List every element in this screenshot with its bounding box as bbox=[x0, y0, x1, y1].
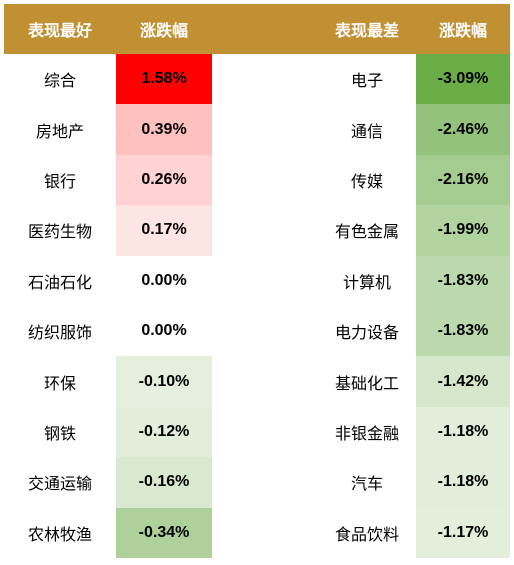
performance-table: 表现最好 涨跌幅 表现最差 涨跌幅 综合 1.58% 电子 -3.09% 房地产 0.39… bbox=[4, 4, 510, 558]
table-header: 表现最好 涨跌幅 表现最差 涨跌幅 bbox=[4, 4, 510, 54]
worst-performers-header: 表现最差 bbox=[334, 21, 399, 40]
worst-sector-name: 食品饮料 bbox=[334, 524, 399, 544]
worst-sector-name: 有色金属 bbox=[334, 222, 399, 242]
best-sector-change: 0.26% bbox=[116, 154, 212, 206]
worst-sector-name: 计算机 bbox=[342, 272, 391, 292]
header-spacer bbox=[212, 4, 318, 54]
worst-sector-name: 汽车 bbox=[350, 474, 383, 494]
best-sector-name: 纺织服饰 bbox=[27, 323, 92, 343]
row-spacer bbox=[212, 457, 318, 507]
table-row: 石油石化 0.00% 计算机 -1.83% bbox=[4, 255, 510, 306]
best-performers-header: 表现最好 bbox=[27, 21, 92, 40]
worst-sector-change: -2.16% bbox=[416, 154, 510, 206]
worst-sector-change: -1.17% bbox=[416, 507, 510, 558]
row-spacer bbox=[212, 256, 318, 306]
worst-sector-change: -1.83% bbox=[416, 255, 510, 306]
row-spacer bbox=[212, 205, 318, 255]
worst-sector-change: -1.83% bbox=[416, 305, 510, 357]
best-sector-name: 环保 bbox=[43, 373, 76, 393]
worst-sector-change: -1.18% bbox=[416, 457, 510, 508]
worst-sector-name: 电子 bbox=[350, 71, 383, 91]
row-spacer bbox=[212, 356, 318, 406]
row-spacer bbox=[212, 54, 318, 104]
best-sector-change: -0.10% bbox=[116, 356, 212, 407]
worst-sector-change: -2.46% bbox=[416, 104, 510, 155]
best-sector-name: 农林牧渔 bbox=[27, 524, 92, 544]
worst-sector-name: 通信 bbox=[350, 121, 383, 141]
table-row: 环保 -0.10% 基础化工 -1.42% bbox=[4, 356, 510, 407]
best-sector-name: 银行 bbox=[43, 171, 76, 191]
table-row: 纺织服饰 0.00% 电力设备 -1.83% bbox=[4, 305, 510, 357]
table-row: 交通运输 -0.16% 汽车 -1.18% bbox=[4, 457, 510, 508]
row-spacer bbox=[212, 104, 318, 154]
worst-change-header: 涨跌幅 bbox=[438, 21, 487, 40]
table-body: 综合 1.58% 电子 -3.09% 房地产 0.39% 通信 -2.46% 银行 0.26% 传媒… bbox=[4, 54, 510, 558]
best-sector-change: -0.16% bbox=[116, 457, 212, 508]
row-spacer bbox=[212, 306, 318, 356]
table-row: 银行 0.26% 传媒 -2.16% bbox=[4, 154, 510, 206]
best-sector-change: 0.17% bbox=[116, 205, 212, 256]
best-sector-change: -0.34% bbox=[116, 507, 212, 558]
best-sector-change: 0.00% bbox=[116, 305, 212, 357]
worst-sector-change: -1.99% bbox=[416, 205, 510, 256]
best-sector-name: 石油石化 bbox=[27, 272, 92, 292]
best-change-header: 涨跌幅 bbox=[139, 21, 188, 40]
best-sector-change: 0.39% bbox=[116, 104, 212, 155]
row-spacer bbox=[212, 155, 318, 205]
worst-sector-name: 传媒 bbox=[350, 171, 383, 191]
worst-sector-change: -3.09% bbox=[416, 54, 510, 105]
best-sector-change: 1.58% bbox=[116, 54, 212, 105]
table-row: 综合 1.58% 电子 -3.09% bbox=[4, 54, 510, 105]
row-spacer bbox=[212, 508, 318, 558]
best-sector-name: 钢铁 bbox=[43, 423, 76, 443]
worst-sector-change: -1.18% bbox=[416, 406, 510, 458]
best-sector-change: 0.00% bbox=[116, 255, 212, 306]
best-sector-name: 交通运输 bbox=[27, 474, 92, 494]
best-sector-name: 综合 bbox=[43, 71, 76, 91]
best-sector-name: 房地产 bbox=[35, 121, 84, 141]
table-row: 农林牧渔 -0.34% 食品饮料 -1.17% bbox=[4, 507, 510, 558]
worst-sector-name: 电力设备 bbox=[334, 323, 399, 343]
worst-sector-change: -1.42% bbox=[416, 356, 510, 407]
table-row: 房地产 0.39% 通信 -2.46% bbox=[4, 104, 510, 155]
worst-sector-name: 非银金融 bbox=[334, 423, 399, 443]
row-spacer bbox=[212, 407, 318, 457]
best-sector-change: -0.12% bbox=[116, 406, 212, 458]
table-row: 医药生物 0.17% 有色金属 -1.99% bbox=[4, 205, 510, 256]
best-sector-name: 医药生物 bbox=[27, 222, 92, 242]
table-row: 钢铁 -0.12% 非银金融 -1.18% bbox=[4, 406, 510, 458]
worst-sector-name: 基础化工 bbox=[334, 373, 399, 393]
